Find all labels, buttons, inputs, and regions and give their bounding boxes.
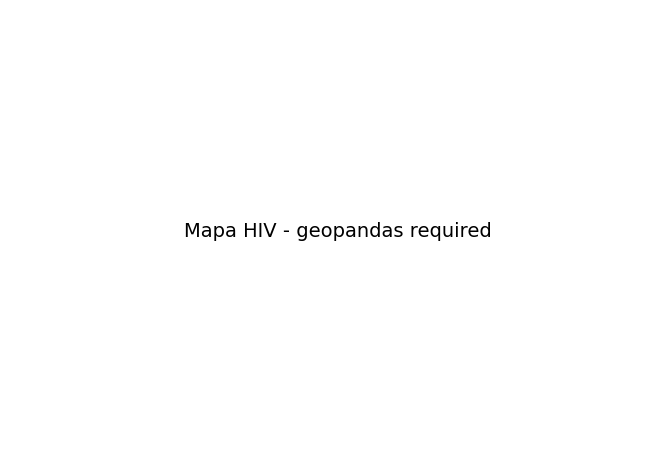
- Text: Mapa HIV - geopandas required: Mapa HIV - geopandas required: [184, 222, 492, 241]
